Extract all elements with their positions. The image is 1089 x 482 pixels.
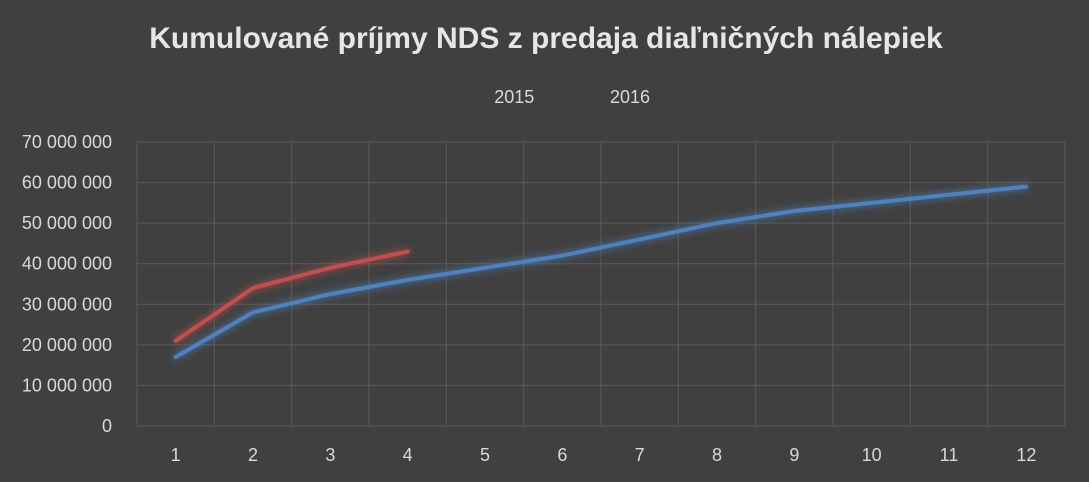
y-tick-label: 0 (102, 416, 112, 436)
legend-label-2015: 2015 (494, 87, 534, 107)
x-tick-label: 2 (248, 445, 258, 465)
x-tick-label: 12 (1016, 445, 1036, 465)
y-tick-label: 40 000 000 (22, 254, 112, 274)
y-tick-label: 10 000 000 (22, 375, 112, 395)
x-tick-label: 10 (862, 445, 882, 465)
x-tick-label: 6 (557, 445, 567, 465)
chart-series (173, 184, 1029, 359)
chart-title: Kumulované príjmy NDS z predaja diaľničn… (149, 22, 943, 55)
x-tick-label: 8 (712, 445, 722, 465)
y-tick-label: 70 000 000 (22, 132, 112, 152)
y-tick-label: 50 000 000 (22, 213, 112, 233)
x-tick-label: 7 (635, 445, 645, 465)
series-line-2015 (173, 184, 1029, 359)
x-tick-label: 9 (789, 445, 799, 465)
series-line-2016 (173, 249, 410, 343)
x-tick-label: 11 (940, 445, 959, 465)
y-tick-label: 20 000 000 (22, 335, 112, 355)
legend-label-2016: 2016 (610, 87, 650, 107)
chart-legend: 2015 2016 (439, 87, 650, 107)
y-axis: 0 10 000 000 20 000 000 30 000 000 40 000 00… (22, 132, 112, 436)
x-tick-label: 1 (171, 445, 181, 465)
x-tick-label: 4 (403, 445, 413, 465)
y-tick-label: 60 000 000 (22, 173, 112, 193)
x-tick-label: 3 (325, 445, 335, 465)
x-tick-label: 5 (480, 445, 490, 465)
y-tick-label: 30 000 000 (22, 294, 112, 314)
x-axis: 1 2 3 4 5 6 7 8 9 10 11 12 (171, 445, 1037, 465)
